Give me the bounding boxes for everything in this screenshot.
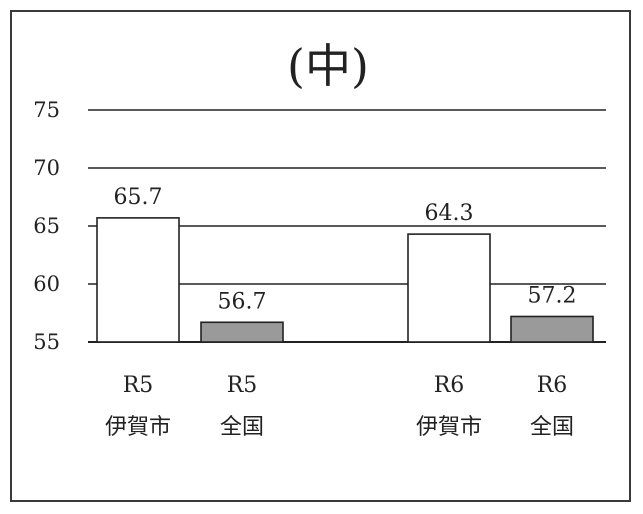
chart-title: (中) (287, 39, 369, 93)
category-label-year-3: R6 (434, 373, 465, 398)
category-labels: R5 伊賀市 R5 全国 R6 伊賀市 R6 全国 (105, 373, 574, 440)
bars (96, 217, 594, 343)
bar-1 (96, 217, 180, 343)
category-label-year-4: R6 (537, 373, 568, 398)
category-label-region-3: 伊賀市 (416, 415, 482, 440)
data-labels: 65.7 56.7 64.3 57.2 (114, 185, 577, 314)
category-label-region-2: 全国 (220, 415, 264, 440)
y-tick-label-75: 75 (33, 98, 60, 122)
y-tick-label-65: 65 (33, 214, 60, 238)
category-label-year-2: R5 (227, 373, 258, 398)
category-label-year-1: R5 (123, 373, 154, 398)
category-label-region-1: 伊賀市 (105, 415, 171, 440)
y-tick-label-60: 60 (33, 272, 60, 296)
data-label-2: 56.7 (218, 289, 267, 314)
bar-4 (510, 315, 594, 343)
y-tick-label-55: 55 (33, 330, 60, 354)
data-label-1: 65.7 (114, 185, 163, 210)
bar-2 (200, 321, 284, 343)
y-tick-label-70: 70 (33, 156, 60, 180)
category-label-region-4: 全国 (530, 415, 574, 440)
data-label-3: 64.3 (425, 201, 474, 226)
y-axis-ticks: 55 60 65 70 75 (33, 98, 60, 354)
data-label-4: 57.2 (528, 283, 577, 308)
bar-3 (407, 233, 491, 343)
